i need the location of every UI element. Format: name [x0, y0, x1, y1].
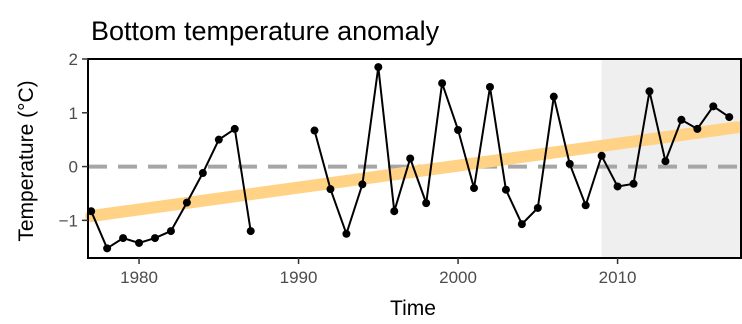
data-point [135, 238, 144, 247]
data-point [358, 180, 367, 189]
data-point [406, 154, 415, 163]
y-tick-label: 1 [69, 104, 78, 123]
data-point [677, 115, 686, 124]
data-point [103, 244, 112, 253]
data-point [581, 201, 590, 210]
x-tick-label: 2010 [599, 268, 637, 287]
data-point [198, 169, 207, 178]
y-axis-title: Temperature (°C) [15, 80, 38, 241]
data-point [533, 203, 542, 212]
data-point [470, 184, 479, 193]
data-point [629, 179, 638, 188]
data-point [87, 207, 96, 216]
data-point [517, 220, 526, 229]
chart-title: Bottom temperature anomaly [91, 16, 440, 46]
data-point [709, 102, 718, 111]
data-point [645, 87, 654, 96]
y-tick-label: −1 [59, 211, 78, 230]
y-tick-label: 2 [69, 50, 78, 69]
data-point [661, 157, 670, 166]
data-point [725, 113, 734, 122]
data-point [230, 124, 239, 133]
data-point [422, 199, 431, 208]
data-point [597, 151, 606, 160]
data-point [326, 185, 335, 194]
x-axis-title: Time [390, 297, 436, 320]
data-point [374, 63, 383, 72]
data-point [214, 135, 223, 144]
data-point [549, 92, 558, 101]
data-point [454, 125, 463, 134]
data-point [693, 124, 702, 133]
data-point [119, 234, 128, 243]
data-point [182, 198, 191, 207]
data-point [310, 126, 319, 135]
x-tick-label: 1980 [120, 268, 158, 287]
highlight-region [601, 59, 742, 258]
data-point [166, 227, 175, 236]
y-tick-label: 0 [69, 158, 78, 177]
x-tick-label: 1990 [280, 268, 318, 287]
data-point [150, 234, 159, 243]
data-point [613, 182, 622, 191]
plot-border [87, 58, 742, 259]
x-tick-label: 2000 [439, 268, 477, 287]
data-point [390, 207, 399, 216]
data-point [246, 227, 255, 236]
data-point [485, 82, 494, 91]
data-point [565, 159, 574, 168]
data-point [438, 79, 447, 88]
data-point [501, 185, 510, 194]
data-point [342, 229, 351, 238]
